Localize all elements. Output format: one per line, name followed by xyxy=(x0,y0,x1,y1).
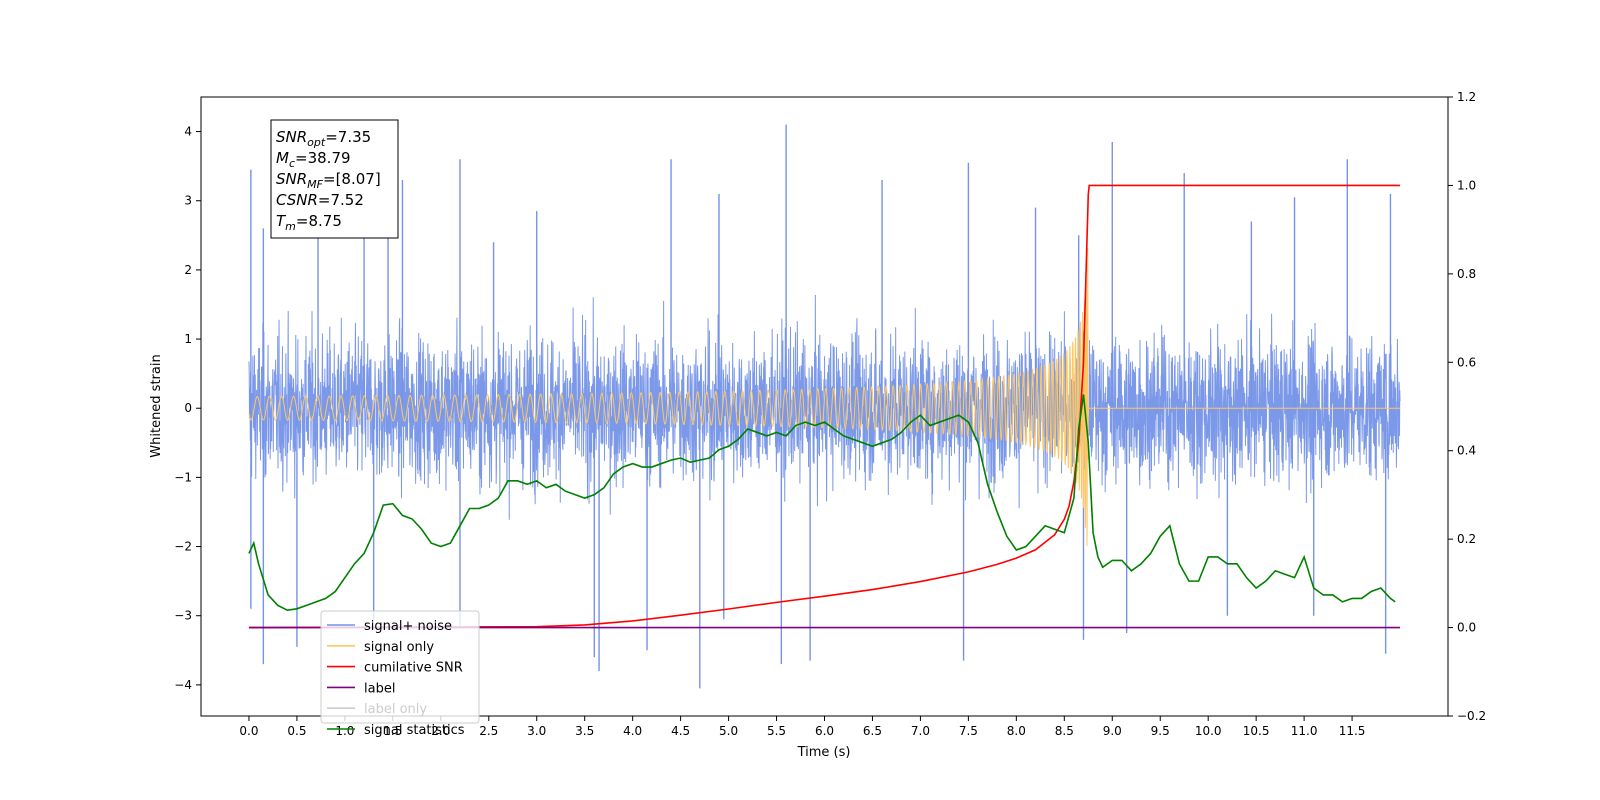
y-tick-label: 2 xyxy=(184,263,192,277)
x-tick-label: 7.0 xyxy=(911,724,930,738)
x-tick-label: 10.5 xyxy=(1243,724,1270,738)
y2-tick-label: 0.4 xyxy=(1457,444,1476,458)
x-tick-label: 6.5 xyxy=(863,724,882,738)
y-axis-left: −4 −3 −2 −1 0 1 2 3 4 xyxy=(174,125,201,692)
x-tick-label: 3.0 xyxy=(527,724,546,738)
y-axis-right: −0.2 0.0 0.2 0.4 0.6 0.8 1.0 1.2 xyxy=(1448,90,1486,723)
y2-tick-label: 0.8 xyxy=(1457,267,1476,281)
y-tick-label: −1 xyxy=(174,470,192,484)
x-tick-label: 5.0 xyxy=(719,724,738,738)
x-tick-label: 5.5 xyxy=(767,724,786,738)
legend-entry: signal+ noise xyxy=(364,619,452,634)
x-tick-label: 4.0 xyxy=(623,724,642,738)
y-tick-label: −2 xyxy=(174,540,192,554)
x-tick-label: 9.0 xyxy=(1103,724,1122,738)
x-tick-label: 0.5 xyxy=(287,724,306,738)
annotation-frame xyxy=(270,119,399,239)
legend: signal+ noise signal only cumilative SNR la… xyxy=(320,610,480,738)
y2-tick-label: 0.0 xyxy=(1457,621,1476,635)
annotation-line: SNRopt=7.35 xyxy=(276,128,371,149)
y-tick-label: −3 xyxy=(174,609,192,623)
legend-entry: signal only xyxy=(364,640,434,655)
x-tick-label: 2.0 xyxy=(431,724,450,738)
legend-frame xyxy=(320,610,480,724)
y-tick-label: 4 xyxy=(184,125,192,139)
x-tick-label: 11.0 xyxy=(1291,724,1318,738)
x-tick-label: 6.0 xyxy=(815,724,834,738)
y-tick-label: 0 xyxy=(184,401,192,415)
stats-annotation-box: SNRopt=7.35Mc=38.79SNRMF=[8.07]CSNR=7.52… xyxy=(270,119,399,239)
y2-tick-label: −0.2 xyxy=(1457,709,1486,723)
x-axis-label: Time (s) xyxy=(797,745,851,760)
x-tick-label: 3.5 xyxy=(575,724,594,738)
y-tick-label: −4 xyxy=(174,678,192,692)
legend-entry: signal statistics xyxy=(364,723,465,738)
x-tick-label: 9.5 xyxy=(1151,724,1170,738)
annotation-line: Tm=8.75 xyxy=(276,212,342,233)
annotation-line: CSNR=7.52 xyxy=(276,191,364,209)
y-tick-label: 3 xyxy=(184,194,192,208)
x-tick-label: 1.0 xyxy=(335,724,354,738)
y-tick-label: 1 xyxy=(184,332,192,346)
x-axis: 0.0 0.5 1.0 1.5 2.0 2.5 3.0 3.5 4.0 4.5 5.0 5.5 6.0 6… xyxy=(239,716,1365,738)
y-axis-label: Whitened strain xyxy=(149,354,164,457)
y2-tick-label: 1.2 xyxy=(1457,90,1476,104)
x-tick-label: 10.0 xyxy=(1195,724,1222,738)
x-tick-label: 4.5 xyxy=(671,724,690,738)
x-tick-label: 7.5 xyxy=(959,724,978,738)
series-signal-noise-spikes xyxy=(250,124,1392,689)
plot-area xyxy=(248,124,1401,689)
series-signal-statistics xyxy=(248,394,1396,612)
legend-entry: label only xyxy=(364,702,427,717)
y2-tick-label: 0.2 xyxy=(1457,532,1476,546)
x-tick-label: 2.5 xyxy=(479,724,498,738)
x-tick-label: 11.5 xyxy=(1339,724,1366,738)
annotation-line: SNRMF=[8.07] xyxy=(276,170,381,191)
series-signal-only xyxy=(248,247,1401,547)
legend-entry: cumilative SNR xyxy=(364,661,463,676)
y2-tick-label: 0.6 xyxy=(1457,355,1476,369)
x-tick-label: 8.0 xyxy=(1007,724,1026,738)
annotation-line: Mc=38.79 xyxy=(276,149,351,170)
x-tick-label: 8.5 xyxy=(1055,724,1074,738)
x-tick-label: 1.5 xyxy=(383,724,402,738)
series-signal-noise xyxy=(248,294,1401,520)
x-tick-label: 0.0 xyxy=(239,724,258,738)
y2-tick-label: 1.0 xyxy=(1457,178,1476,192)
legend-entry: label xyxy=(364,681,395,696)
